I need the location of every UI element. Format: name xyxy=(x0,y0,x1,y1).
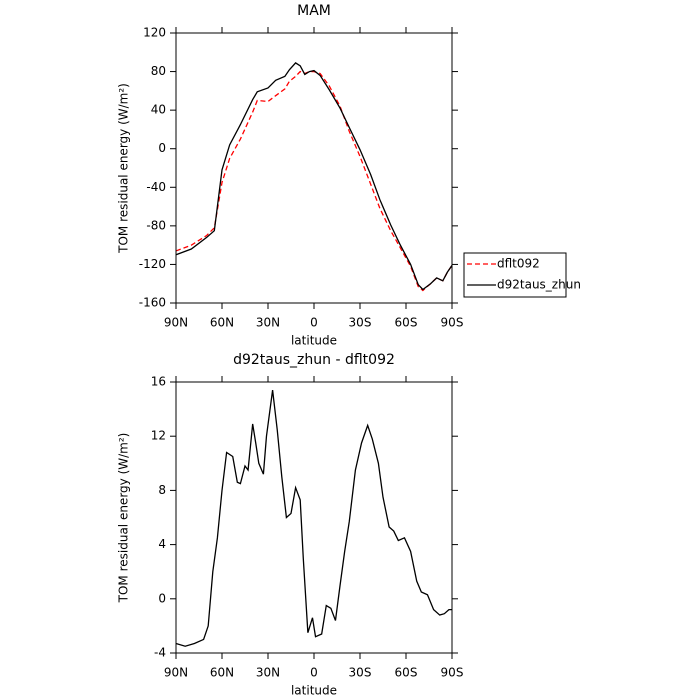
legend-label: dflt092 xyxy=(497,257,540,271)
x-tick-label: 90S xyxy=(441,666,464,680)
data-line xyxy=(175,390,452,647)
x-tick-label: 90N xyxy=(164,666,188,680)
data-line xyxy=(175,70,453,292)
y-tick-label: 80 xyxy=(151,64,166,78)
y-tick-label: 8 xyxy=(158,483,166,497)
y-tick-label: 0 xyxy=(158,591,166,605)
legend-label: d92taus_zhun xyxy=(497,278,581,292)
y-tick-label: -80 xyxy=(146,218,166,232)
y-tick-label: 16 xyxy=(151,375,166,389)
plot-frame xyxy=(175,381,453,654)
x-tick-label: 60S xyxy=(395,666,418,680)
y-tick-label: 0 xyxy=(158,141,166,155)
x-tick-label: 30S xyxy=(349,666,372,680)
y-tick-label: 120 xyxy=(143,26,166,40)
x-tick-label: 60S xyxy=(395,316,418,330)
plot-frame xyxy=(175,32,453,304)
y-tick-label: -40 xyxy=(146,180,166,194)
x-tick-label: 30N xyxy=(256,316,280,330)
y-axis-label: TOM residual energy (W/m²) xyxy=(117,83,131,254)
x-tick-label: 90S xyxy=(441,316,464,330)
y-tick-label: 12 xyxy=(151,429,166,443)
x-axis-label: latitude xyxy=(291,334,337,348)
data-line xyxy=(175,62,453,291)
y-tick-label: -4 xyxy=(154,646,166,660)
y-tick-label: 4 xyxy=(158,537,166,551)
x-tick-label: 30N xyxy=(256,666,280,680)
chart-title: d92taus_zhun - dflt092 xyxy=(233,352,395,368)
x-tick-label: 60N xyxy=(210,316,234,330)
y-tick-label: -120 xyxy=(139,257,166,271)
x-axis-label: latitude xyxy=(291,684,337,698)
chart-title: MAM xyxy=(297,3,331,19)
y-tick-label: -160 xyxy=(139,296,166,310)
x-tick-label: 30S xyxy=(349,316,372,330)
legend-box xyxy=(463,252,567,298)
y-tick-label: 40 xyxy=(151,103,166,117)
x-tick-label: 0 xyxy=(310,316,318,330)
x-tick-label: 90N xyxy=(164,316,188,330)
y-axis-label: TOM residual energy (W/m²) xyxy=(117,433,131,604)
x-tick-label: 0 xyxy=(310,666,318,680)
x-tick-label: 60N xyxy=(210,666,234,680)
